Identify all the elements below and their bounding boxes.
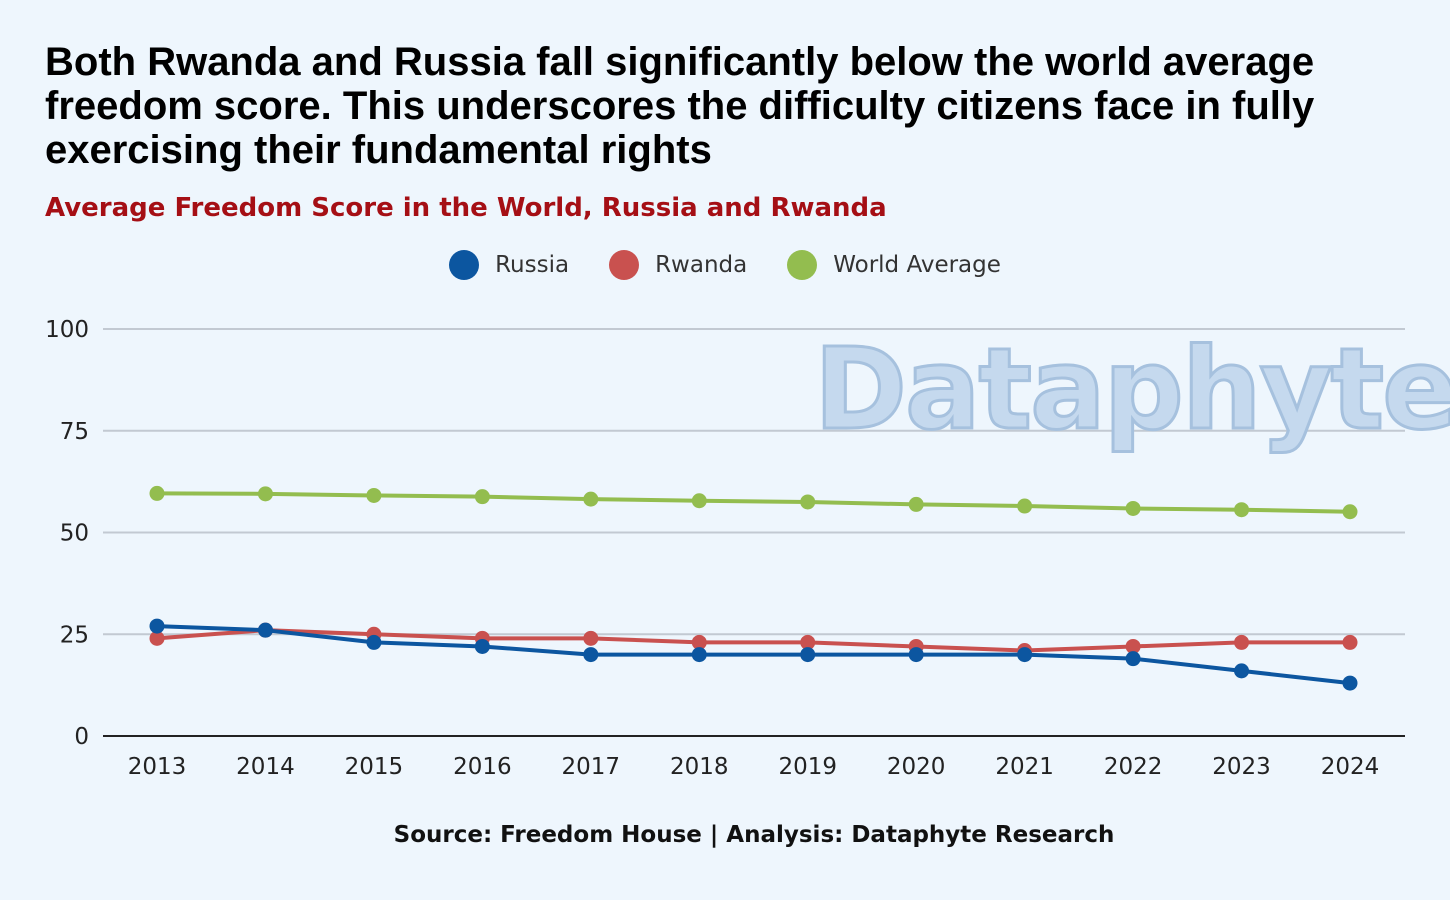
x-tick-label-2017: 2017 bbox=[562, 754, 621, 780]
watermark: Dataphyte bbox=[814, 325, 1450, 455]
data-point-world-average-2018[interactable] bbox=[691, 493, 707, 509]
legend-label-world-average: World Average bbox=[833, 252, 1001, 278]
series-line-world-average bbox=[156, 491, 1351, 514]
series-russia bbox=[149, 618, 1358, 691]
data-point-rwanda-2018[interactable] bbox=[691, 634, 707, 650]
legend-item-world-average[interactable]: World Average bbox=[787, 250, 1001, 280]
legend-swatch-world-average bbox=[787, 250, 818, 280]
data-point-world-average-2016[interactable] bbox=[474, 489, 490, 505]
legend-item-rwanda[interactable]: Rwanda bbox=[609, 250, 747, 280]
data-point-russia-2023[interactable] bbox=[1234, 663, 1250, 679]
legend-label-russia: Russia bbox=[495, 252, 570, 278]
x-tick-label-2024: 2024 bbox=[1321, 754, 1380, 780]
x-tick-label-2020: 2020 bbox=[887, 754, 946, 780]
chart-subtitle: Average Freedom Score in the World, Russ… bbox=[45, 193, 887, 223]
series-world-average bbox=[149, 485, 1358, 520]
data-point-rwanda-2013[interactable] bbox=[149, 630, 165, 646]
x-tick-label-2016: 2016 bbox=[453, 754, 512, 780]
data-point-rwanda-2017[interactable] bbox=[583, 630, 599, 646]
series-layer bbox=[149, 485, 1358, 691]
source-note: Source: Freedom House | Analysis: Dataph… bbox=[393, 822, 1115, 848]
legend: Russia Rwanda World Average bbox=[0, 250, 1450, 280]
data-point-world-average-2014[interactable] bbox=[257, 486, 273, 502]
data-point-rwanda-2019[interactable] bbox=[800, 634, 816, 650]
x-tick-label-2015: 2015 bbox=[345, 754, 404, 780]
y-tick-label-25: 25 bbox=[60, 622, 89, 648]
legend-label-rwanda: Rwanda bbox=[655, 252, 748, 278]
series-line-russia bbox=[156, 624, 1351, 686]
data-point-rwanda-2023[interactable] bbox=[1234, 634, 1250, 650]
data-point-russia-2017[interactable] bbox=[583, 647, 599, 663]
data-point-world-average-2017[interactable] bbox=[583, 491, 599, 507]
y-axis-ticks: 0 25 50 75 100 bbox=[45, 317, 89, 750]
legend-item-russia[interactable]: Russia bbox=[449, 250, 569, 280]
x-axis-ticks: 2013 2014 2015 2016 2017 2018 2019 2020 2021 2022… bbox=[128, 754, 1380, 780]
data-point-world-average-2023[interactable] bbox=[1234, 502, 1250, 518]
data-point-world-average-2022[interactable] bbox=[1125, 500, 1141, 516]
gridlines bbox=[103, 328, 1405, 636]
y-tick-label-0: 0 bbox=[74, 724, 89, 750]
legend-swatch-russia bbox=[449, 250, 480, 280]
data-point-russia-2014[interactable] bbox=[257, 622, 273, 638]
data-point-russia-2013[interactable] bbox=[149, 618, 165, 634]
data-point-rwanda-2022[interactable] bbox=[1125, 638, 1141, 654]
legend-swatch-rwanda bbox=[609, 250, 640, 280]
chart-title: Both Rwanda and Russia fall significantl… bbox=[45, 40, 1315, 172]
data-point-world-average-2013[interactable] bbox=[149, 485, 165, 501]
x-tick-label-2022: 2022 bbox=[1104, 754, 1163, 780]
x-tick-label-2014: 2014 bbox=[236, 754, 295, 780]
data-point-world-average-2019[interactable] bbox=[800, 494, 816, 510]
data-point-russia-2024[interactable] bbox=[1342, 675, 1358, 691]
data-point-russia-2019[interactable] bbox=[800, 647, 816, 663]
data-point-russia-2020[interactable] bbox=[908, 647, 924, 663]
x-tick-label-2023: 2023 bbox=[1212, 754, 1271, 780]
data-point-world-average-2020[interactable] bbox=[908, 496, 924, 512]
series-line-rwanda bbox=[156, 628, 1350, 653]
y-tick-label-50: 50 bbox=[60, 521, 89, 547]
data-point-russia-2022[interactable] bbox=[1125, 651, 1141, 667]
y-tick-label-100: 100 bbox=[45, 317, 89, 343]
data-point-russia-2016[interactable] bbox=[474, 638, 490, 654]
data-point-world-average-2015[interactable] bbox=[366, 487, 382, 503]
x-tick-label-2021: 2021 bbox=[995, 754, 1054, 780]
y-tick-label-75: 75 bbox=[60, 419, 89, 445]
x-tick-label-2019: 2019 bbox=[778, 754, 837, 780]
data-point-russia-2018[interactable] bbox=[691, 647, 707, 663]
data-point-rwanda-2024[interactable] bbox=[1342, 634, 1358, 650]
data-point-russia-2021[interactable] bbox=[1017, 647, 1033, 663]
data-point-russia-2015[interactable] bbox=[366, 634, 382, 650]
x-tick-label-2013: 2013 bbox=[128, 754, 187, 780]
x-tick-label-2018: 2018 bbox=[670, 754, 729, 780]
data-point-world-average-2021[interactable] bbox=[1017, 498, 1033, 514]
data-point-world-average-2024[interactable] bbox=[1342, 504, 1358, 520]
